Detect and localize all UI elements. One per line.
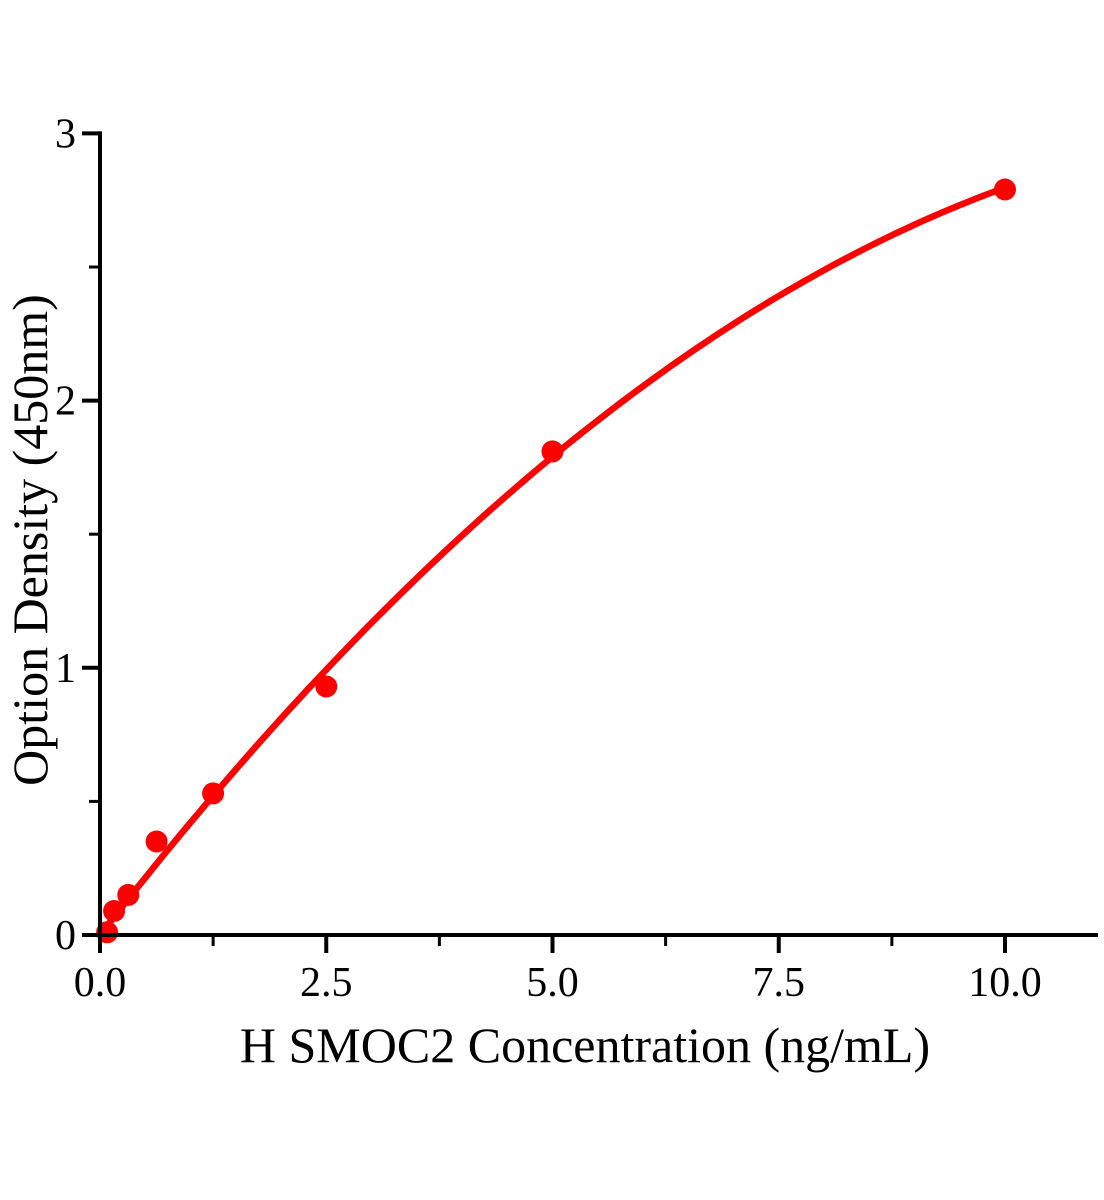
y-tick-label: 2 (55, 379, 76, 425)
x-axis-title: H SMOC2 Concentration (ng/mL) (239, 1017, 931, 1073)
data-point (541, 440, 564, 463)
x-tick-label: 10.0 (968, 960, 1042, 1006)
y-tick-label: 0 (55, 913, 76, 959)
data-point (994, 178, 1016, 201)
data-point (103, 900, 126, 922)
data-point (315, 675, 338, 698)
x-tick-label: 5.0 (526, 960, 579, 1006)
y-tick-label: 1 (55, 646, 76, 692)
fit-curve (96, 184, 1009, 939)
y-axis-title: Option Density (450nm) (2, 294, 58, 786)
x-tick-label: 7.5 (753, 960, 806, 1006)
y-tick-label: 3 (55, 111, 76, 157)
data-point (202, 782, 225, 805)
x-tick-label: 2.5 (300, 960, 353, 1006)
x-tick-label: 0.0 (74, 960, 127, 1006)
data-point (117, 883, 140, 906)
data-point (145, 830, 168, 853)
